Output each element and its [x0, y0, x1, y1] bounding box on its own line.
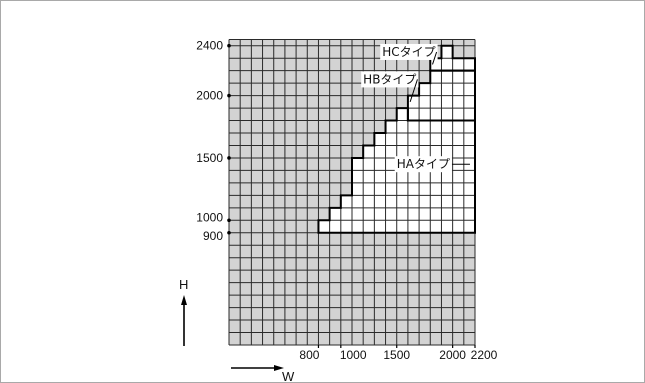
y-tick-label: 1500	[196, 151, 223, 165]
y-tick-dot	[227, 43, 231, 48]
y-tick-label: 900	[203, 229, 223, 243]
x-tick-label: 1500	[383, 348, 410, 362]
h-axis-arrow: H	[179, 277, 188, 346]
x-axis-label: W	[282, 369, 295, 382]
x-tick-label: 800	[299, 348, 319, 362]
w-axis-arrow: W	[231, 365, 295, 382]
y-tick-label: 2000	[196, 89, 223, 103]
y-tick-label: 2400	[196, 39, 223, 53]
region-labels: HAタイプ HBタイプ HCタイプ	[361, 43, 470, 173]
region-label: HCタイプ	[382, 45, 435, 59]
region-label: HBタイプ	[363, 72, 416, 86]
callout-bg	[394, 156, 452, 173]
y-tick-label: 1000	[196, 210, 223, 224]
y-tick-dot	[227, 230, 231, 235]
region-label: HAタイプ	[397, 157, 450, 171]
tick-marks	[227, 43, 476, 348]
y-tick-dot	[227, 93, 231, 98]
callout-bg	[380, 43, 438, 60]
callout-bg	[361, 71, 419, 88]
region-outline-1	[406, 69, 476, 122]
y-tick-dot	[227, 218, 231, 223]
x-tick-label: 2000	[439, 348, 466, 362]
y-axis-label: H	[179, 277, 188, 292]
callout-pointer	[409, 79, 418, 103]
x-tick-label: 1000	[340, 348, 367, 362]
y-tick-dot	[227, 156, 231, 160]
x-tick-label: 2200	[471, 348, 498, 362]
callout-pointer	[432, 51, 438, 65]
tick-labels: 900 1000 1500 2000 2400 800 1000 1500 2000 2200	[196, 39, 497, 362]
grid-lines	[228, 39, 476, 346]
